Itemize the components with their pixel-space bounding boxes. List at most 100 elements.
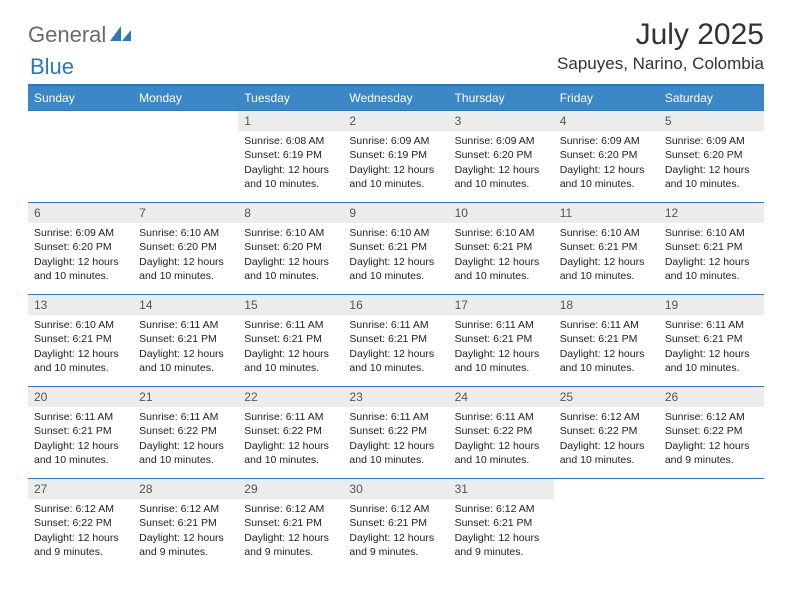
sunrise-value: 6:12 AM — [496, 503, 535, 515]
day-cell: 7Sunrise: 6:10 AMSunset: 6:20 PMDaylight… — [133, 202, 238, 294]
daylight-line: Daylight: 12 hours and 10 minutes. — [455, 439, 548, 467]
day-number: 16 — [343, 295, 448, 315]
sunset-label: Sunset: — [34, 241, 73, 253]
daylight-line: Daylight: 12 hours and 10 minutes. — [665, 255, 758, 283]
day-body: Sunrise: 6:10 AMSunset: 6:21 PMDaylight:… — [343, 223, 448, 289]
sunset-line: Sunset: 6:20 PM — [455, 148, 548, 162]
sunset-line: Sunset: 6:20 PM — [244, 240, 337, 254]
sunset-label: Sunset: — [139, 333, 178, 345]
sunrise-value: 6:10 AM — [706, 227, 745, 239]
day-body: Sunrise: 6:11 AMSunset: 6:21 PMDaylight:… — [133, 315, 238, 381]
sunset-line: Sunset: 6:21 PM — [349, 240, 442, 254]
day-body: Sunrise: 6:11 AMSunset: 6:22 PMDaylight:… — [238, 407, 343, 473]
sunset-line: Sunset: 6:21 PM — [244, 516, 337, 530]
day-body: Sunrise: 6:10 AMSunset: 6:21 PMDaylight:… — [449, 223, 554, 289]
daylight-line: Daylight: 12 hours and 10 minutes. — [349, 255, 442, 283]
sunrise-value: 6:08 AM — [286, 135, 325, 147]
daylight-label: Daylight: — [665, 256, 709, 268]
daylight-line: Daylight: 12 hours and 10 minutes. — [665, 163, 758, 191]
day-body: Sunrise: 6:10 AMSunset: 6:20 PMDaylight:… — [133, 223, 238, 289]
daylight-line: Daylight: 12 hours and 10 minutes. — [34, 439, 127, 467]
day-number: 7 — [133, 203, 238, 223]
daylight-label: Daylight: — [349, 440, 393, 452]
daylight-line: Daylight: 12 hours and 10 minutes. — [34, 347, 127, 375]
sunrise-label: Sunrise: — [455, 135, 496, 147]
logo-text-general: General — [28, 22, 106, 48]
location-subtitle: Sapuyes, Narino, Colombia — [557, 54, 764, 74]
sunrise-value: 6:10 AM — [496, 227, 535, 239]
day-cell: 13Sunrise: 6:10 AMSunset: 6:21 PMDayligh… — [28, 294, 133, 386]
sunset-line: Sunset: 6:20 PM — [665, 148, 758, 162]
sunrise-value: 6:09 AM — [601, 135, 640, 147]
sunset-value: 6:22 PM — [283, 425, 322, 437]
sunset-label: Sunset: — [455, 517, 494, 529]
daylight-line: Daylight: 12 hours and 10 minutes. — [244, 255, 337, 283]
day-body: Sunrise: 6:11 AMSunset: 6:21 PMDaylight:… — [554, 315, 659, 381]
sunset-line: Sunset: 6:21 PM — [349, 516, 442, 530]
sunrise-value: 6:12 AM — [706, 411, 745, 423]
sunset-label: Sunset: — [34, 425, 73, 437]
sunrise-label: Sunrise: — [665, 411, 706, 423]
daylight-line: Daylight: 12 hours and 10 minutes. — [139, 439, 232, 467]
sunrise-line: Sunrise: 6:12 AM — [34, 502, 127, 516]
day-cell: 20Sunrise: 6:11 AMSunset: 6:21 PMDayligh… — [28, 386, 133, 478]
sunrise-label: Sunrise: — [455, 503, 496, 515]
sunset-value: 6:22 PM — [493, 425, 532, 437]
day-cell: 24Sunrise: 6:11 AMSunset: 6:22 PMDayligh… — [449, 386, 554, 478]
daylight-label: Daylight: — [560, 440, 604, 452]
day-number: 2 — [343, 111, 448, 131]
sunset-line: Sunset: 6:21 PM — [139, 332, 232, 346]
sunrise-label: Sunrise: — [560, 227, 601, 239]
day-cell: 6Sunrise: 6:09 AMSunset: 6:20 PMDaylight… — [28, 202, 133, 294]
sunset-label: Sunset: — [455, 149, 494, 161]
daylight-label: Daylight: — [455, 164, 499, 176]
sunrise-value: 6:11 AM — [601, 319, 639, 331]
day-body: Sunrise: 6:09 AMSunset: 6:20 PMDaylight:… — [449, 131, 554, 197]
day-number: 10 — [449, 203, 554, 223]
sunrise-line: Sunrise: 6:11 AM — [455, 410, 548, 424]
sunrise-line: Sunrise: 6:11 AM — [244, 410, 337, 424]
daylight-line: Daylight: 12 hours and 10 minutes. — [560, 347, 653, 375]
day-cell: 19Sunrise: 6:11 AMSunset: 6:21 PMDayligh… — [659, 294, 764, 386]
day-number: 25 — [554, 387, 659, 407]
daylight-label: Daylight: — [139, 256, 183, 268]
sunrise-value: 6:11 AM — [286, 319, 324, 331]
day-body: Sunrise: 6:09 AMSunset: 6:20 PMDaylight:… — [659, 131, 764, 197]
sunrise-line: Sunrise: 6:10 AM — [455, 226, 548, 240]
sunrise-line: Sunrise: 6:10 AM — [560, 226, 653, 240]
day-number: 21 — [133, 387, 238, 407]
sunset-label: Sunset: — [349, 517, 388, 529]
day-body: Sunrise: 6:12 AMSunset: 6:21 PMDaylight:… — [133, 499, 238, 565]
sunset-value: 6:21 PM — [493, 333, 532, 345]
day-number: 31 — [449, 479, 554, 499]
sunset-line: Sunset: 6:22 PM — [560, 424, 653, 438]
day-cell: 9Sunrise: 6:10 AMSunset: 6:21 PMDaylight… — [343, 202, 448, 294]
sunrise-line: Sunrise: 6:11 AM — [665, 318, 758, 332]
sunrise-value: 6:11 AM — [391, 411, 429, 423]
day-cell: 4Sunrise: 6:09 AMSunset: 6:20 PMDaylight… — [554, 110, 659, 202]
sunrise-label: Sunrise: — [560, 411, 601, 423]
day-header: Thursday — [449, 86, 554, 110]
sunrise-line: Sunrise: 6:12 AM — [139, 502, 232, 516]
day-cell: 11Sunrise: 6:10 AMSunset: 6:21 PMDayligh… — [554, 202, 659, 294]
day-cell: 18Sunrise: 6:11 AMSunset: 6:21 PMDayligh… — [554, 294, 659, 386]
sunset-value: 6:20 PM — [493, 149, 532, 161]
sunrise-value: 6:12 AM — [75, 503, 114, 515]
sunset-line: Sunset: 6:22 PM — [139, 424, 232, 438]
daylight-line: Daylight: 12 hours and 10 minutes. — [34, 255, 127, 283]
daylight-label: Daylight: — [34, 256, 78, 268]
daylight-label: Daylight: — [455, 440, 499, 452]
sunrise-value: 6:11 AM — [181, 319, 219, 331]
day-cell: 2Sunrise: 6:09 AMSunset: 6:19 PMDaylight… — [343, 110, 448, 202]
daylight-line: Daylight: 12 hours and 10 minutes. — [455, 347, 548, 375]
sunset-value: 6:22 PM — [73, 517, 112, 529]
day-number: 18 — [554, 295, 659, 315]
sunset-value: 6:20 PM — [283, 241, 322, 253]
sunrise-line: Sunrise: 6:12 AM — [349, 502, 442, 516]
sunset-value: 6:21 PM — [73, 333, 112, 345]
sunset-label: Sunset: — [139, 425, 178, 437]
sunset-label: Sunset: — [665, 425, 704, 437]
sunset-line: Sunset: 6:21 PM — [244, 332, 337, 346]
sunrise-line: Sunrise: 6:10 AM — [244, 226, 337, 240]
logo-sail-icon — [110, 24, 132, 47]
